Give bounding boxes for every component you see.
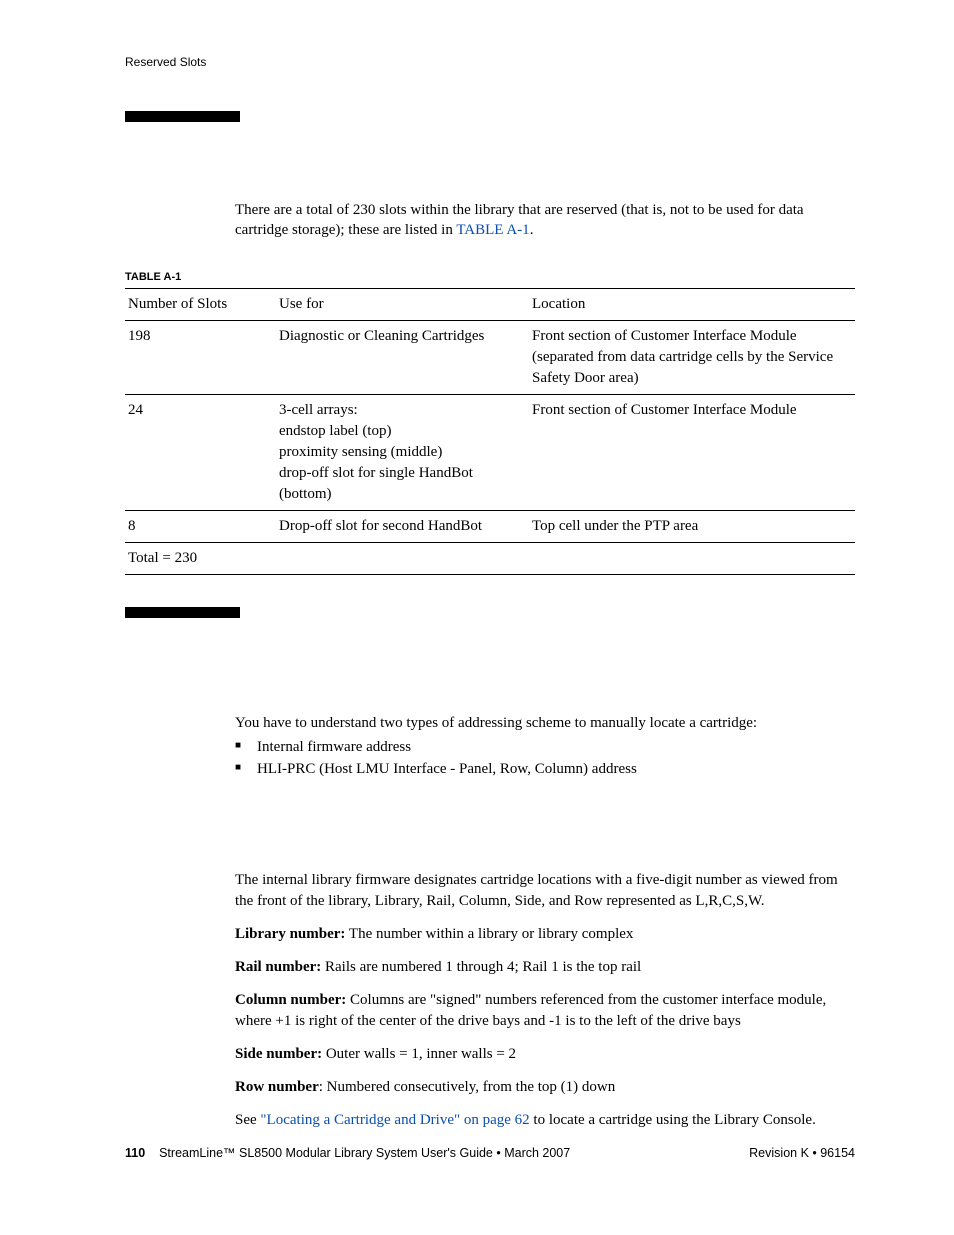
footer-right: Revision K • 96154 bbox=[749, 1146, 855, 1160]
page-number: 110 bbox=[125, 1146, 145, 1160]
table-crossref-link[interactable]: TABLE A-1 bbox=[456, 222, 529, 238]
addressing-section: You have to understand two types of addr… bbox=[235, 713, 855, 781]
use-line: proximity sensing (middle) bbox=[279, 442, 521, 463]
def-term: Column number: bbox=[235, 992, 346, 1008]
def-term: Row number bbox=[235, 1079, 319, 1095]
firmware-intro: The internal library firmware designates… bbox=[235, 870, 855, 911]
see-paragraph: See "Locating a Cartridge and Drive" on … bbox=[235, 1110, 855, 1130]
list-item: Internal firmware address bbox=[235, 737, 855, 759]
cell-use bbox=[276, 542, 529, 574]
see-crossref-link[interactable]: "Locating a Cartridge and Drive" on page… bbox=[260, 1112, 529, 1128]
def-term: Library number: bbox=[235, 926, 345, 942]
table-row: 8 Drop-off slot for second HandBot Top c… bbox=[125, 510, 855, 542]
intro-paragraph: There are a total of 230 slots within th… bbox=[235, 200, 855, 241]
footer-left: 110 StreamLine™ SL8500 Modular Library S… bbox=[125, 1146, 570, 1160]
cell-use: 3-cell arrays: endstop label (top) proxi… bbox=[276, 394, 529, 510]
table-header-row: Number of Slots Use for Location bbox=[125, 288, 855, 320]
col-header-slots: Number of Slots bbox=[125, 288, 276, 320]
table-row: 198 Diagnostic or Cleaning Cartridges Fr… bbox=[125, 320, 855, 394]
def-text: Rails are numbered 1 through 4; Rail 1 i… bbox=[321, 959, 641, 975]
def-column: Column number: Columns are "signed" numb… bbox=[235, 990, 855, 1031]
cell-loc: Front section of Customer Interface Modu… bbox=[529, 320, 855, 394]
reserved-slots-table: Number of Slots Use for Location 198 Dia… bbox=[125, 288, 855, 575]
cell-slots-total: Total = 230 bbox=[125, 542, 276, 574]
cell-slots: 24 bbox=[125, 394, 276, 510]
def-term: Side number: bbox=[235, 1046, 322, 1062]
addressing-intro: You have to understand two types of addr… bbox=[235, 713, 855, 733]
footer-title: StreamLine™ SL8500 Modular Library Syste… bbox=[159, 1146, 570, 1160]
intro-text-after: . bbox=[530, 222, 534, 238]
def-term: Rail number: bbox=[235, 959, 321, 975]
table-row-total: Total = 230 bbox=[125, 542, 855, 574]
def-rail: Rail number: Rails are numbered 1 throug… bbox=[235, 957, 855, 977]
firmware-section: The internal library firmware designates… bbox=[235, 870, 855, 1130]
cell-loc: Front section of Customer Interface Modu… bbox=[529, 394, 855, 510]
cell-loc: Top cell under the PTP area bbox=[529, 510, 855, 542]
use-line: endstop label (top) bbox=[279, 421, 521, 442]
document-page: Reserved Slots There are a total of 230 … bbox=[0, 0, 954, 1235]
section-rule-mid bbox=[125, 607, 240, 618]
running-head: Reserved Slots bbox=[125, 55, 855, 69]
section-rule-top bbox=[125, 111, 240, 122]
cell-use: Drop-off slot for second HandBot bbox=[276, 510, 529, 542]
see-before: See bbox=[235, 1112, 260, 1128]
page-footer: 110 StreamLine™ SL8500 Modular Library S… bbox=[125, 1146, 855, 1160]
def-library: Library number: The number within a libr… bbox=[235, 924, 855, 944]
col-header-loc: Location bbox=[529, 288, 855, 320]
cell-use: Diagnostic or Cleaning Cartridges bbox=[276, 320, 529, 394]
cell-loc bbox=[529, 542, 855, 574]
use-line: drop-off slot for single HandBot (bottom… bbox=[279, 463, 521, 505]
cell-slots: 8 bbox=[125, 510, 276, 542]
def-text: Outer walls = 1, inner walls = 2 bbox=[322, 1046, 516, 1062]
see-after: to locate a cartridge using the Library … bbox=[530, 1112, 816, 1128]
col-header-use: Use for bbox=[276, 288, 529, 320]
def-text: : Numbered consecutively, from the top (… bbox=[319, 1079, 615, 1095]
list-item: HLI-PRC (Host LMU Interface - Panel, Row… bbox=[235, 759, 855, 781]
def-side: Side number: Outer walls = 1, inner wall… bbox=[235, 1044, 855, 1064]
cell-slots: 198 bbox=[125, 320, 276, 394]
table-caption: TABLE A-1 bbox=[125, 271, 855, 283]
table-row: 24 3-cell arrays: endstop label (top) pr… bbox=[125, 394, 855, 510]
def-row: Row number: Numbered consecutively, from… bbox=[235, 1077, 855, 1097]
def-text: The number within a library or library c… bbox=[345, 926, 633, 942]
use-line: 3-cell arrays: bbox=[279, 400, 521, 421]
addressing-list: Internal firmware address HLI-PRC (Host … bbox=[235, 737, 855, 781]
